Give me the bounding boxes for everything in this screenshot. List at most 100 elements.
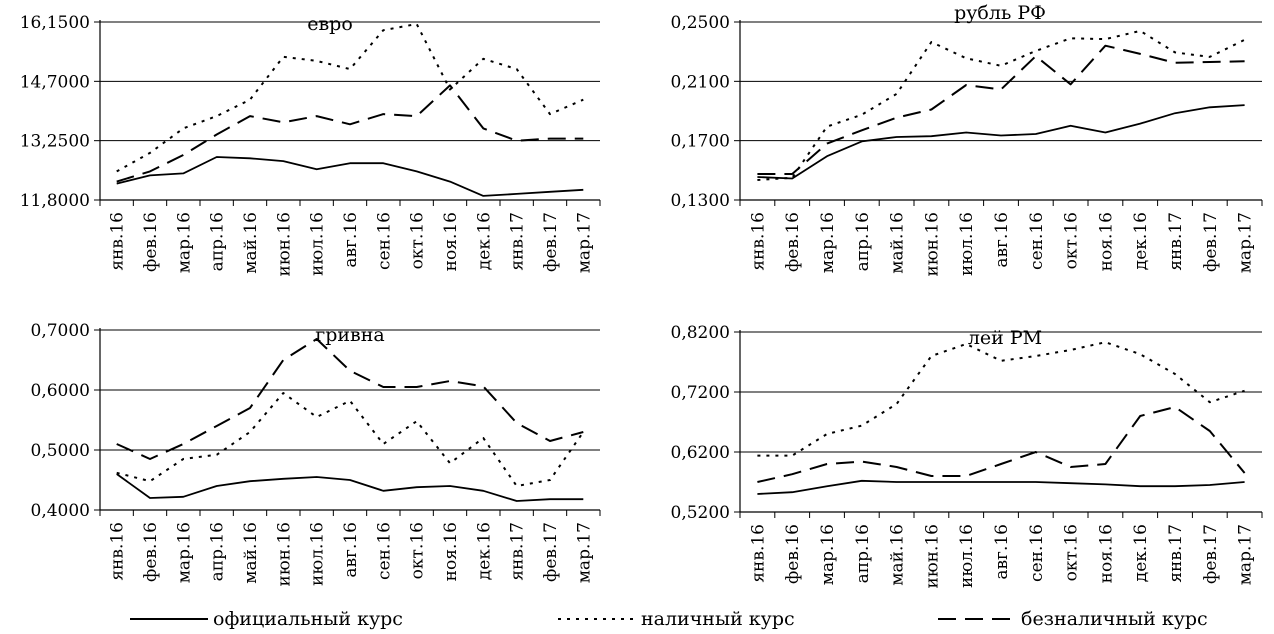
x-tick-label: июн.16 — [274, 212, 294, 277]
chart-title: гривна — [315, 324, 384, 346]
legend: официальный курс наличный курс безналичный… — [130, 608, 1208, 630]
chart-title: евро — [307, 13, 353, 35]
chart-panel-2: 0,2500 0,2100 0,1700 0,1300 янв.16 фев.16 мар.… — [671, 2, 1263, 277]
x-tick-label: сен.16 — [1027, 524, 1047, 582]
y-tick-label: 0,8200 — [671, 323, 730, 343]
x-tick-label: окт.16 — [1062, 212, 1082, 269]
y-tick-label: 0,1300 — [671, 191, 730, 211]
x-tick-label: янв.16 — [748, 524, 768, 583]
legend-label: наличный курс — [641, 608, 795, 630]
series-line-dotted — [116, 23, 584, 173]
x-tick-label: ноя.16 — [441, 212, 461, 271]
y-tick-label: 11,8000 — [20, 191, 90, 211]
series-line-dashed — [757, 44, 1245, 175]
series-line-dashed — [116, 338, 584, 460]
x-tick-label: авг.16 — [992, 524, 1012, 580]
series-line-dotted — [116, 392, 585, 487]
series-line-dashed — [116, 84, 584, 183]
x-tick-label: мар.17 — [574, 212, 594, 273]
x-tick-label: июл.16 — [957, 212, 977, 276]
legend-label: безналичный курс — [1021, 608, 1208, 630]
x-tick-label: янв.17 — [508, 522, 528, 581]
series-line-dotted — [757, 29, 1246, 181]
x-tick-label: апр.16 — [853, 524, 873, 583]
x-tick-label: авг.16 — [341, 212, 361, 268]
x-tick-label: авг.16 — [992, 212, 1012, 268]
x-tick-label: дек.16 — [474, 522, 494, 580]
x-tick-label: янв.17 — [508, 212, 528, 271]
x-tick-label: май.16 — [888, 212, 908, 274]
y-tick-label: 0,1700 — [671, 132, 730, 152]
chart-title: рубль РФ — [954, 2, 1046, 24]
x-tick-label: апр.16 — [853, 212, 873, 271]
x-tick-label: окт.16 — [1062, 524, 1082, 581]
series-line-dotted — [757, 341, 1245, 457]
x-tick-label: сен.16 — [374, 212, 394, 270]
series-line-solid — [757, 479, 1245, 495]
x-tick-label: фев.17 — [1201, 212, 1221, 272]
y-tick-label: 0,4000 — [31, 501, 90, 521]
x-tick-label: апр.16 — [208, 212, 228, 271]
chart-title: лей РМ — [968, 327, 1042, 349]
x-tick-label: янв.16 — [108, 212, 128, 271]
x-tick-label: мар.16 — [174, 522, 194, 583]
x-tick-label: фев.17 — [541, 212, 561, 272]
chart-panel-1: 16,1500 14,7000 13,2500 11,8000 янв.16 фев.16… — [20, 13, 601, 277]
x-tick-label: янв.17 — [1166, 212, 1186, 271]
x-tick-label: июн.16 — [922, 212, 942, 277]
x-tick-label: июн.16 — [922, 524, 942, 589]
y-tick-label: 0,5200 — [671, 503, 730, 523]
y-tick-label: 0,5000 — [31, 441, 90, 461]
series-line-solid — [116, 156, 584, 197]
x-tick-label: мар.17 — [574, 522, 594, 583]
x-tick-label: мар.17 — [1236, 524, 1256, 585]
y-tick-label: 0,2500 — [671, 13, 730, 33]
series-line-dashed — [757, 406, 1246, 483]
y-tick-label: 0,2100 — [671, 72, 730, 92]
x-tick-label: янв.16 — [108, 522, 128, 581]
chart-panel-4: 0,8200 0,7200 0,6200 0,5200 янв.16 фев.16 мар.… — [671, 323, 1263, 589]
x-tick-label: ноя.16 — [441, 522, 461, 581]
x-tick-label: фев.16 — [141, 212, 161, 272]
y-tick-label: 0,7200 — [671, 383, 730, 403]
x-tick-label: авг.16 — [341, 522, 361, 578]
y-tick-label: 14,7000 — [20, 72, 90, 92]
x-tick-label: мар.17 — [1236, 212, 1256, 273]
y-tick-label: 13,2500 — [20, 132, 90, 152]
y-tick-label: 16,1500 — [20, 13, 90, 33]
x-tick-label: дек.16 — [474, 212, 494, 270]
x-tick-label: май.16 — [241, 522, 261, 584]
x-tick-label: фев.16 — [783, 212, 803, 272]
x-tick-label: фев.16 — [141, 522, 161, 582]
x-tick-label: дек.16 — [1131, 524, 1151, 582]
y-tick-label: 0,6000 — [31, 381, 90, 401]
legend-label: официальный курс — [213, 608, 403, 630]
x-tick-label: фев.17 — [541, 522, 561, 582]
chart-panel-3: 0,7000 0,6000 0,5000 0,4000 янв.16 фев.16 мар.… — [31, 321, 601, 587]
x-tick-label: фев.17 — [1201, 524, 1221, 584]
x-tick-label: ноя.16 — [1096, 524, 1116, 583]
x-tick-label: ноя.16 — [1096, 212, 1116, 271]
x-tick-label: мар.16 — [174, 212, 194, 273]
x-tick-label: май.16 — [241, 212, 261, 274]
series-line-solid — [116, 473, 584, 502]
x-tick-label: июл.16 — [957, 524, 977, 588]
x-tick-label: мар.16 — [818, 524, 838, 585]
x-tick-label: июл.16 — [308, 522, 328, 586]
y-tick-label: 0,6200 — [671, 443, 730, 463]
x-tick-label: мар.16 — [818, 212, 838, 273]
y-tick-label: 0,7000 — [31, 321, 90, 341]
x-tick-label: янв.16 — [748, 212, 768, 271]
x-tick-label: окт.16 — [408, 212, 428, 269]
series-line-solid — [757, 104, 1245, 180]
x-tick-label: дек.16 — [1131, 212, 1151, 270]
x-tick-label: янв.17 — [1166, 524, 1186, 583]
x-tick-label: фев.16 — [783, 524, 803, 584]
x-tick-label: май.16 — [888, 524, 908, 586]
x-tick-label: сен.16 — [1027, 212, 1047, 270]
x-tick-label: июл.16 — [308, 212, 328, 276]
x-tick-label: сен.16 — [374, 522, 394, 580]
x-tick-label: июн.16 — [274, 522, 294, 587]
